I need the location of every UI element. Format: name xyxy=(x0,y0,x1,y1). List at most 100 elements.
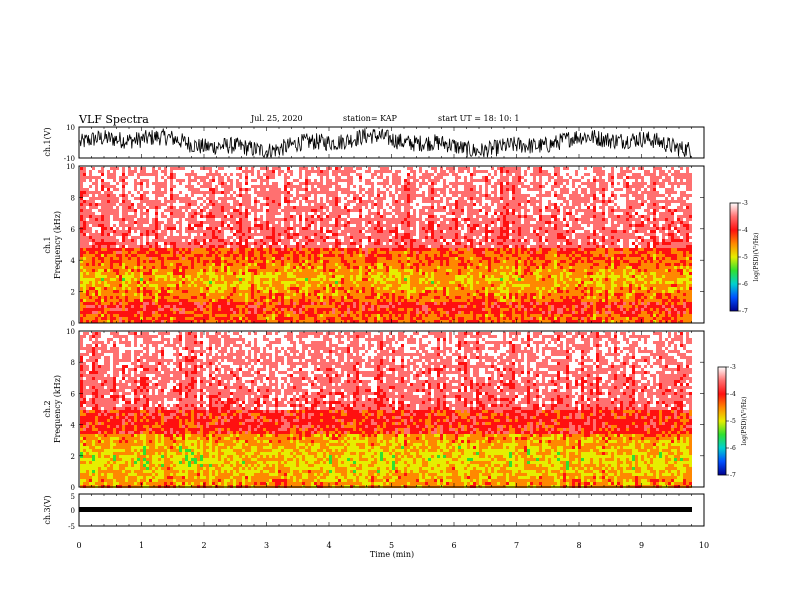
spectrogram-cell xyxy=(128,221,131,224)
spectrogram-cell xyxy=(341,299,344,302)
spectrogram-cell xyxy=(119,224,122,227)
spectrogram-cell xyxy=(224,206,227,209)
spectrogram-cell xyxy=(161,254,164,257)
spectrogram-cell xyxy=(170,251,173,254)
spectrogram-cell xyxy=(299,173,302,176)
spectrogram-cell xyxy=(131,314,134,317)
spectrogram-cell xyxy=(98,203,101,206)
spectrogram-cell xyxy=(185,257,188,260)
spectrogram-cell xyxy=(146,230,149,233)
spectrogram-cell xyxy=(227,185,230,188)
spectrogram-cell xyxy=(314,212,317,215)
spectrogram-cell xyxy=(146,299,149,302)
spectrogram-cell xyxy=(386,239,389,242)
spectrogram-cell xyxy=(404,191,407,194)
spectrogram-cell xyxy=(245,242,248,245)
spectrogram-cell xyxy=(383,263,386,266)
spectrogram-cell xyxy=(362,296,365,299)
spectrogram-cell xyxy=(332,200,335,203)
spectrogram-cell xyxy=(389,317,392,320)
spectrogram-cell xyxy=(113,167,116,170)
spectrogram-cell xyxy=(338,179,341,182)
spectrogram-cell xyxy=(149,278,152,281)
spectrogram-cell xyxy=(185,230,188,233)
spectrogram-cell xyxy=(164,266,167,269)
spectrogram-cell xyxy=(344,170,347,173)
spectrogram-cell xyxy=(356,302,359,305)
spectrogram-cell xyxy=(185,239,188,242)
spectrogram-cell xyxy=(227,281,230,284)
spectrogram-cell xyxy=(131,308,134,311)
spectrogram-cell xyxy=(104,209,107,212)
spectrogram-cell xyxy=(140,311,143,314)
spectrogram-cell xyxy=(155,239,158,242)
spectrogram-cell xyxy=(410,188,413,191)
spectrogram-cell xyxy=(287,272,290,275)
spectrogram-cell xyxy=(410,197,413,200)
spectrogram-cell xyxy=(368,263,371,266)
spectrogram-cell xyxy=(158,314,161,317)
spectrogram-cell xyxy=(275,272,278,275)
spectrogram-cell xyxy=(128,320,131,323)
spectrogram-cell xyxy=(128,230,131,233)
spectrogram-cell xyxy=(335,206,338,209)
spectrogram-cell xyxy=(308,233,311,236)
spectrogram-cell xyxy=(113,212,116,215)
spectrogram-cell xyxy=(122,257,125,260)
spectrogram-cell xyxy=(338,317,341,320)
spectrogram-cell xyxy=(206,263,209,266)
spectrogram-cell xyxy=(311,317,314,320)
spectrogram-cell xyxy=(194,320,197,323)
spectrogram-cell xyxy=(311,233,314,236)
spectrogram-cell xyxy=(290,299,293,302)
spectrogram-cell xyxy=(176,305,179,308)
spectrogram-cell xyxy=(179,200,182,203)
spectrogram-cell xyxy=(152,233,155,236)
spectrogram-cell xyxy=(209,260,212,263)
spectrogram-cell xyxy=(386,218,389,221)
spectrogram-cell xyxy=(134,281,137,284)
spectrogram-cell xyxy=(200,167,203,170)
spectrogram-cell xyxy=(212,302,215,305)
spectrogram-cell xyxy=(299,242,302,245)
spectrogram-cell xyxy=(374,284,377,287)
spectrogram-cell xyxy=(365,272,368,275)
spectrogram-cell xyxy=(155,257,158,260)
spectrogram-cell xyxy=(335,176,338,179)
spectrogram-cell xyxy=(344,317,347,320)
spectrogram-cell xyxy=(107,209,110,212)
spectrogram-cell xyxy=(146,284,149,287)
spectrogram-cell xyxy=(152,242,155,245)
spectrogram-cell xyxy=(173,293,176,296)
spectrogram-cell xyxy=(191,254,194,257)
spectrogram-cell xyxy=(125,203,128,206)
spectrogram-cell xyxy=(215,287,218,290)
spectrogram-cell xyxy=(398,233,401,236)
spectrogram-cell xyxy=(389,284,392,287)
spectrogram-cell xyxy=(260,311,263,314)
spectrogram-cell xyxy=(200,299,203,302)
spectrogram-cell xyxy=(194,287,197,290)
spectrogram-cell xyxy=(392,311,395,314)
spectrogram-cell xyxy=(98,287,101,290)
spectrogram-cell xyxy=(377,317,380,320)
spectrogram-cell xyxy=(83,227,86,230)
spectrogram-cell xyxy=(359,185,362,188)
spectrogram-cell xyxy=(377,266,380,269)
spectrogram-cell xyxy=(155,188,158,191)
spectrogram-cell xyxy=(146,212,149,215)
spectrogram-cell xyxy=(263,263,266,266)
spectrogram-cell xyxy=(404,227,407,230)
spectrogram-cell xyxy=(122,203,125,206)
spectrogram-cell xyxy=(329,254,332,257)
spectrogram-cell xyxy=(218,203,221,206)
spectrogram-cell xyxy=(80,218,83,221)
spectrogram-cell xyxy=(116,242,119,245)
spectrogram-cell xyxy=(128,242,131,245)
spectrogram-cell xyxy=(197,236,200,239)
spectrogram-cell xyxy=(128,251,131,254)
spectrogram-cell xyxy=(371,248,374,251)
spectrogram-cell xyxy=(224,302,227,305)
spectrogram-cell xyxy=(359,248,362,251)
spectrogram-cell xyxy=(266,170,269,173)
